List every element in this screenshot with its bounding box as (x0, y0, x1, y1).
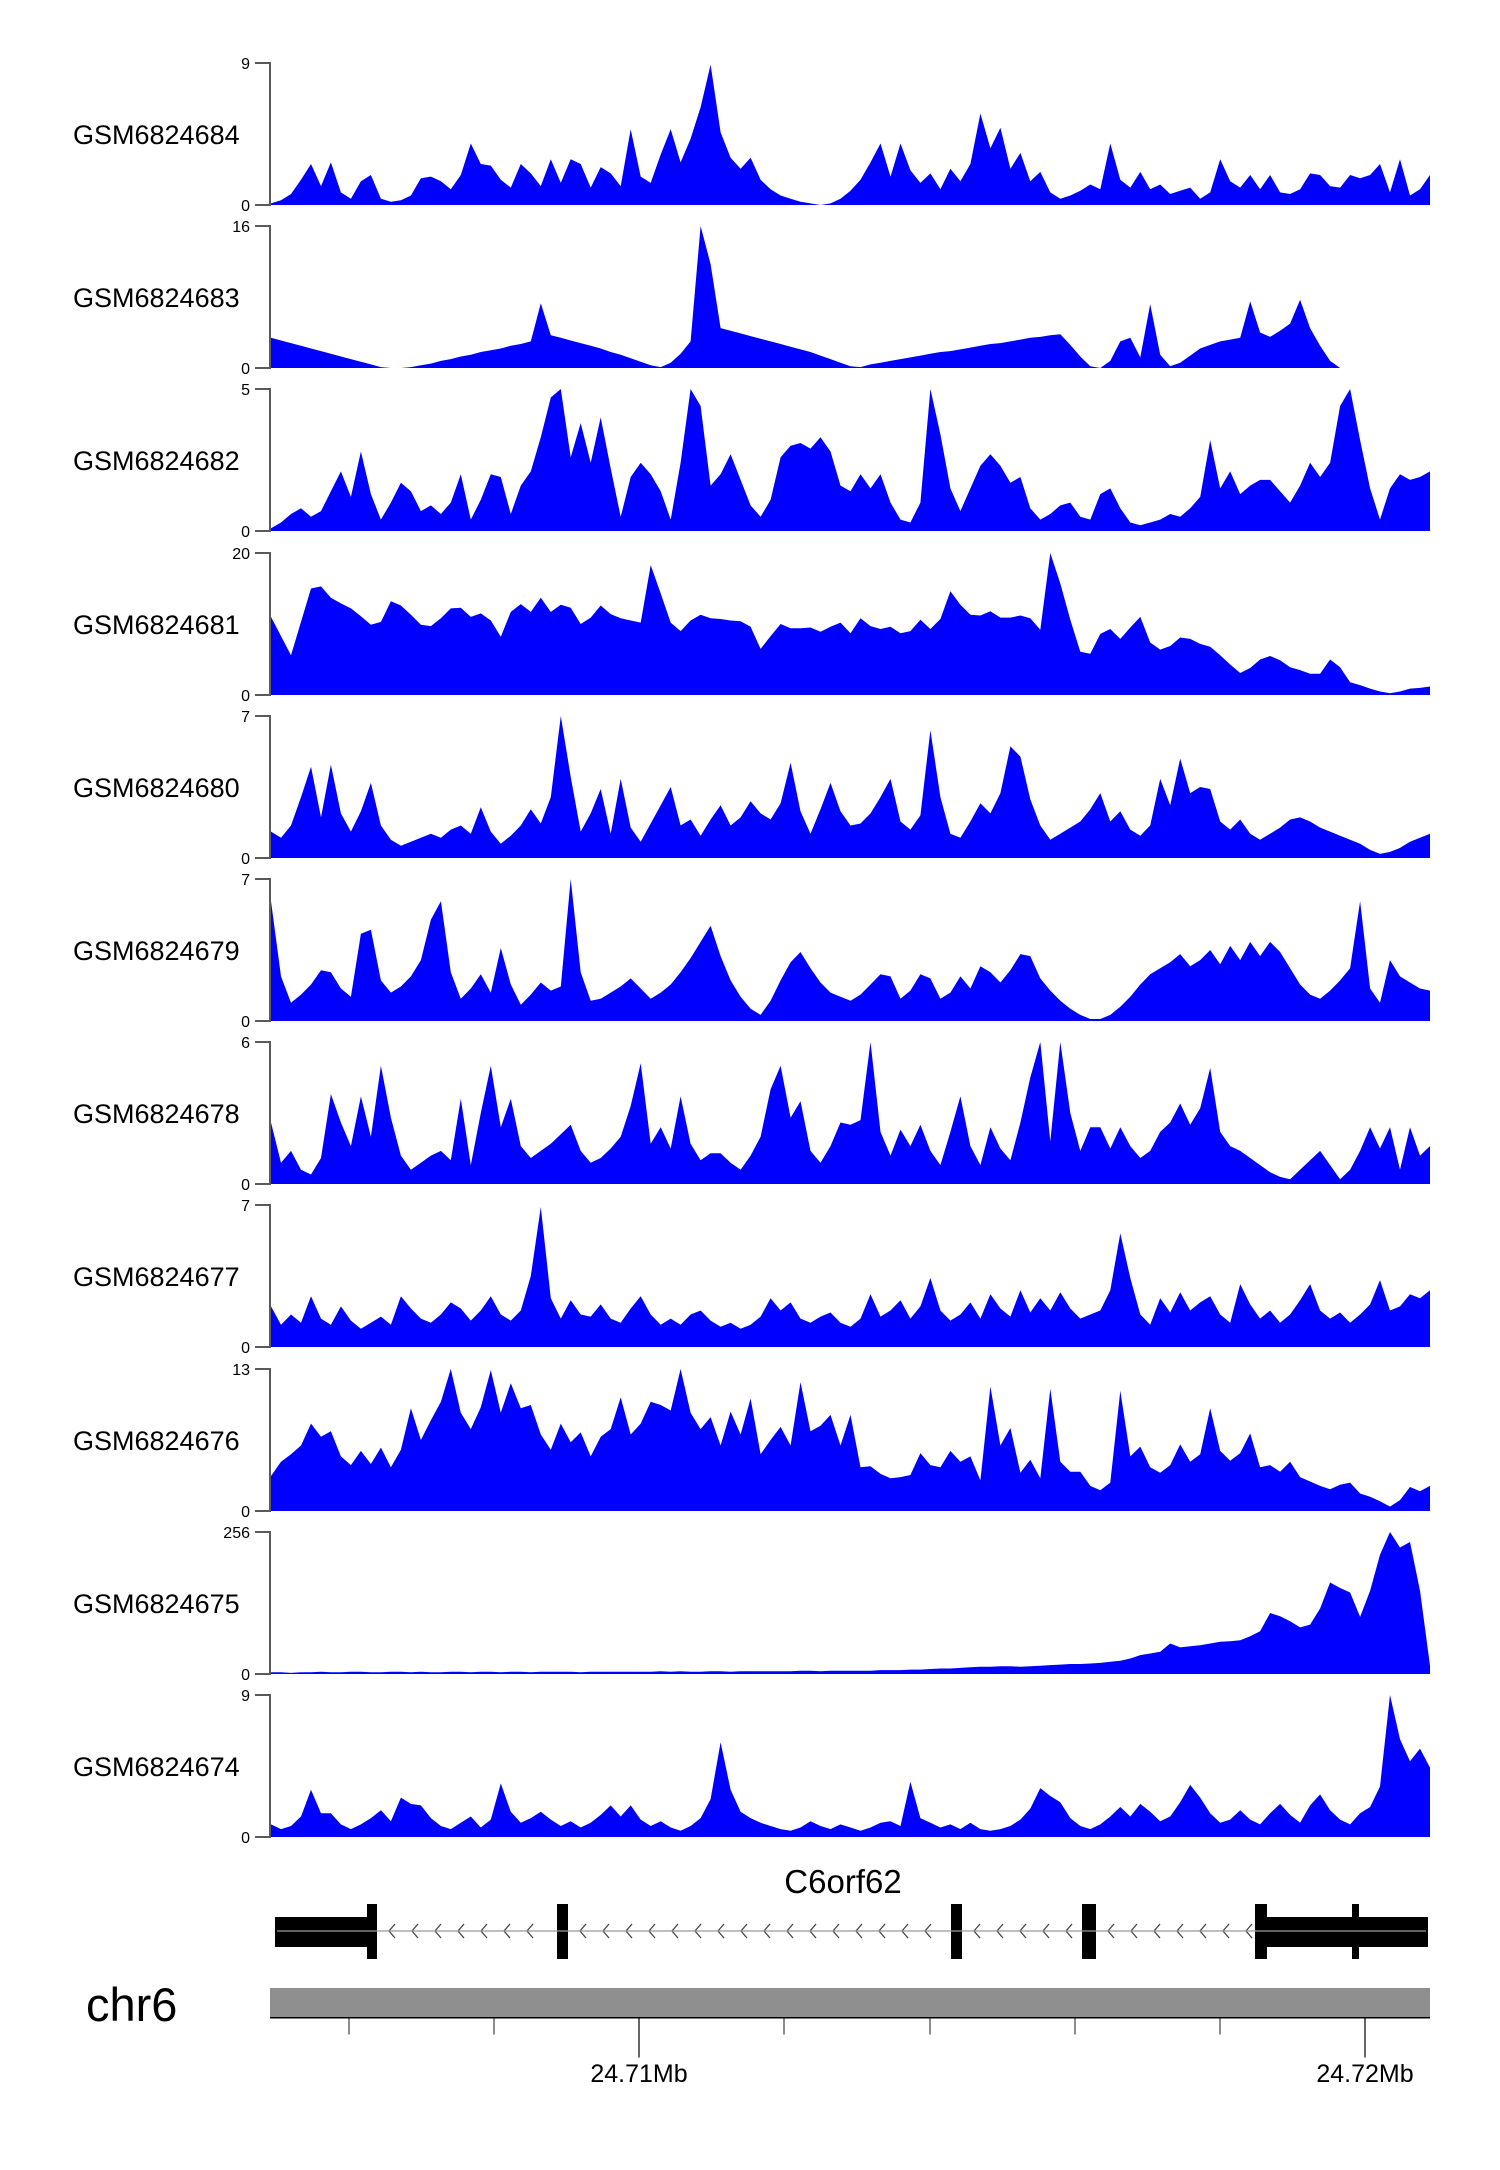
coverage-area (271, 64, 1430, 205)
y-axis (255, 388, 271, 532)
ruler-major-label: 24.72Mb (1316, 2060, 1413, 2088)
track-label: GSM6824674 (73, 1752, 240, 1782)
ymax-label: 7 (241, 1198, 250, 1215)
yzero-label: 0 (241, 1014, 250, 1031)
coverage-area (271, 1042, 1430, 1184)
y-axis (255, 715, 271, 859)
ymax-label: 7 (241, 872, 250, 889)
track-label: GSM6824682 (73, 446, 240, 476)
coverage-area (271, 389, 1430, 531)
y-axis (255, 225, 271, 369)
yzero-label: 0 (241, 524, 250, 541)
track-label: GSM6824681 (73, 610, 240, 640)
utr-box (275, 1917, 367, 1947)
track-label: GSM6824680 (73, 773, 240, 803)
track-label: GSM6824675 (73, 1589, 240, 1619)
yzero-label: 0 (241, 1667, 250, 1684)
yzero-label: 0 (241, 1177, 250, 1194)
ymax-label: 5 (241, 382, 250, 399)
track-label: GSM6824678 (73, 1099, 240, 1129)
ymax-label: 9 (241, 1688, 250, 1705)
ymax-label: 256 (223, 1525, 250, 1542)
y-axis (255, 878, 271, 1022)
coverage-area (271, 716, 1430, 858)
coverage-area (271, 226, 1430, 368)
yzero-label: 0 (241, 1340, 250, 1357)
ymax-label: 7 (241, 709, 250, 726)
track-label: GSM6824683 (73, 283, 240, 313)
track-label: GSM6824684 (73, 120, 240, 150)
ruler-major-label: 24.71Mb (590, 2060, 687, 2088)
y-axis (255, 1531, 271, 1675)
gene-name-label: C6orf62 (784, 1863, 901, 1900)
y-axis (255, 1204, 271, 1348)
track-label: GSM6824676 (73, 1426, 240, 1456)
yzero-label: 0 (241, 851, 250, 868)
utr-box (1267, 1917, 1428, 1947)
track-label: GSM6824677 (73, 1262, 240, 1292)
coverage-area (271, 1695, 1430, 1837)
yzero-label: 0 (241, 1504, 250, 1521)
yzero-label: 0 (241, 361, 250, 378)
yzero-label: 0 (241, 1830, 250, 1847)
y-axis (255, 62, 271, 206)
ymax-label: 9 (241, 56, 250, 73)
ymax-label: 20 (232, 546, 250, 563)
y-axis (255, 1368, 271, 1512)
coverage-area (271, 879, 1430, 1021)
yzero-label: 0 (241, 688, 250, 705)
coverage-area (271, 1532, 1430, 1674)
y-axis (255, 1694, 271, 1838)
ymax-label: 13 (232, 1362, 250, 1379)
chromosome-label: chr6 (86, 1978, 177, 2031)
chromosome-bar (270, 1988, 1430, 2017)
coverage-area (271, 553, 1430, 695)
ymax-label: 16 (232, 219, 250, 236)
ymax-label: 6 (241, 1035, 250, 1052)
yzero-label: 0 (241, 198, 250, 215)
coverage-area (271, 1207, 1430, 1347)
track-label: GSM6824679 (73, 936, 240, 966)
y-axis (255, 1041, 271, 1185)
y-axis (255, 552, 271, 696)
coverage-area (271, 1369, 1430, 1511)
